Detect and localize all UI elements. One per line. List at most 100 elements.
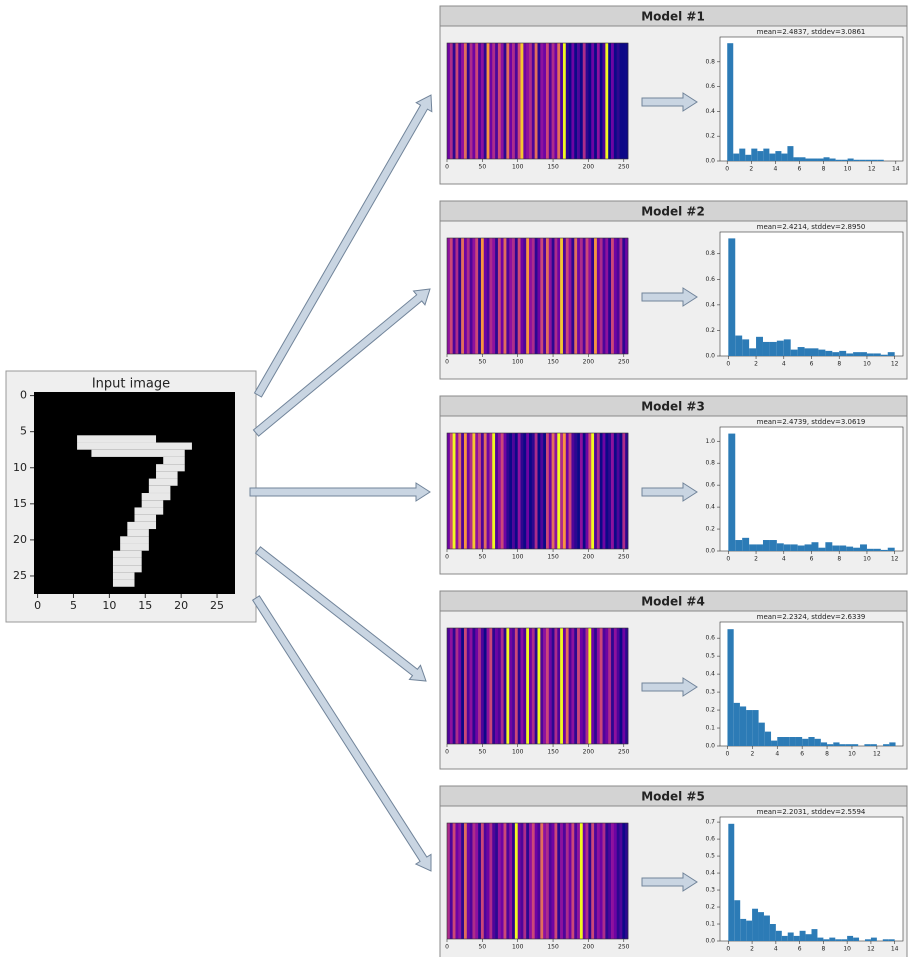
y-tick-label: 0.7 [705, 819, 715, 826]
histogram-bar [818, 548, 825, 551]
activation-stripe [614, 628, 617, 744]
x-tick-label: 150 [547, 944, 559, 951]
activation-stripe [600, 628, 603, 744]
histogram-bar [853, 352, 860, 356]
activation-stripe [492, 238, 495, 354]
activation-stripe [566, 238, 569, 354]
activation-stripe [458, 238, 461, 354]
histogram-bar [791, 350, 798, 356]
y-tick-label: 0.8 [705, 460, 715, 467]
histogram-bar [734, 900, 740, 941]
histogram-bar [756, 544, 763, 551]
activation-stripe [481, 628, 484, 744]
histogram-bar [883, 939, 889, 941]
activation-stripe [583, 433, 586, 549]
x-tick-label: 200 [583, 749, 595, 756]
activation-stripe [521, 238, 524, 354]
activation-stripe [600, 238, 603, 354]
histogram-bar [839, 546, 846, 551]
activation-stripe [608, 43, 611, 159]
arrow [255, 95, 432, 397]
y-tick-label: 0.0 [705, 353, 715, 360]
histogram-bar [841, 939, 847, 941]
activation-stripe [617, 238, 620, 354]
activation-stripe [620, 433, 623, 549]
activation-stripe [464, 628, 467, 744]
x-tick-label: 0 [445, 359, 449, 366]
activation-stripe [557, 238, 560, 354]
activation-stripe [594, 238, 597, 354]
histogram-bar [836, 160, 842, 161]
digit-row [113, 551, 142, 558]
x-tick-label: 6 [800, 751, 804, 758]
activation-stripe [484, 628, 487, 744]
histogram-bar [749, 544, 756, 551]
histogram-bar [823, 939, 829, 941]
activation-stripe [571, 433, 574, 549]
activation-stripe [546, 628, 549, 744]
activation-stripe [605, 433, 608, 549]
histogram-bar [829, 938, 835, 941]
activation-stripe [586, 43, 589, 159]
activation-stripe [515, 628, 518, 744]
activation-stripe [535, 433, 538, 549]
activation-stripe [586, 823, 589, 939]
activation-stripe [492, 823, 495, 939]
activation-stripe [453, 823, 456, 939]
x-tick-label: 5 [70, 599, 77, 612]
activation-stripe [509, 238, 512, 354]
histogram-bar [860, 544, 867, 551]
x-tick-label: 6 [798, 946, 802, 953]
histogram-bar [756, 337, 763, 356]
activation-stripe [453, 43, 456, 159]
digit-row [142, 500, 164, 507]
activation-stripe [580, 628, 583, 744]
activation-stripe [586, 628, 589, 744]
digit-row [149, 486, 171, 493]
activation-stripe [554, 238, 557, 354]
y-tick-label: 0.6 [705, 83, 715, 90]
histogram-bar [777, 737, 783, 746]
activation-stripe [484, 823, 487, 939]
activation-stripe [603, 238, 606, 354]
activation-stripe [475, 628, 478, 744]
activation-stripe [467, 238, 470, 354]
activation-stripe [481, 43, 484, 159]
activation-stripe [560, 823, 563, 939]
x-tick-label: 4 [782, 361, 786, 368]
activation-stripe [470, 823, 473, 939]
histogram-bar [752, 909, 758, 941]
activation-stripe [518, 628, 521, 744]
activation-stripe [521, 43, 524, 159]
activation-stripe [518, 238, 521, 354]
histogram-title: mean=2.2324, stddev=2.6339 [757, 613, 866, 621]
activation-stripe [523, 433, 526, 549]
activation-stripe [450, 433, 453, 549]
activation-stripe [577, 823, 580, 939]
activation-stripe [588, 43, 591, 159]
histogram-bar [735, 540, 742, 551]
histogram-bar [881, 550, 888, 551]
activation-stripe [472, 238, 475, 354]
activation-stripe [574, 238, 577, 354]
activation-stripe [591, 43, 594, 159]
activation-stripe [487, 43, 490, 159]
activation-stripe [455, 823, 458, 939]
histogram-frame [720, 427, 903, 551]
activation-stripe [458, 823, 461, 939]
activation-stripe [608, 238, 611, 354]
activation-stripe [484, 433, 487, 549]
histogram-bar [746, 710, 752, 746]
histogram-bar [782, 936, 788, 941]
activation-stripe [512, 628, 515, 744]
activation-stripe [540, 823, 543, 939]
activation-stripe [620, 823, 623, 939]
histogram-bar [788, 933, 794, 941]
x-tick-label: 12 [891, 361, 899, 368]
histogram-bar [833, 742, 839, 746]
activation-stripe [467, 628, 470, 744]
activation-stripe [557, 628, 560, 744]
x-tick-label: 150 [547, 749, 559, 756]
activation-stripe [481, 823, 484, 939]
activation-stripe [543, 628, 546, 744]
